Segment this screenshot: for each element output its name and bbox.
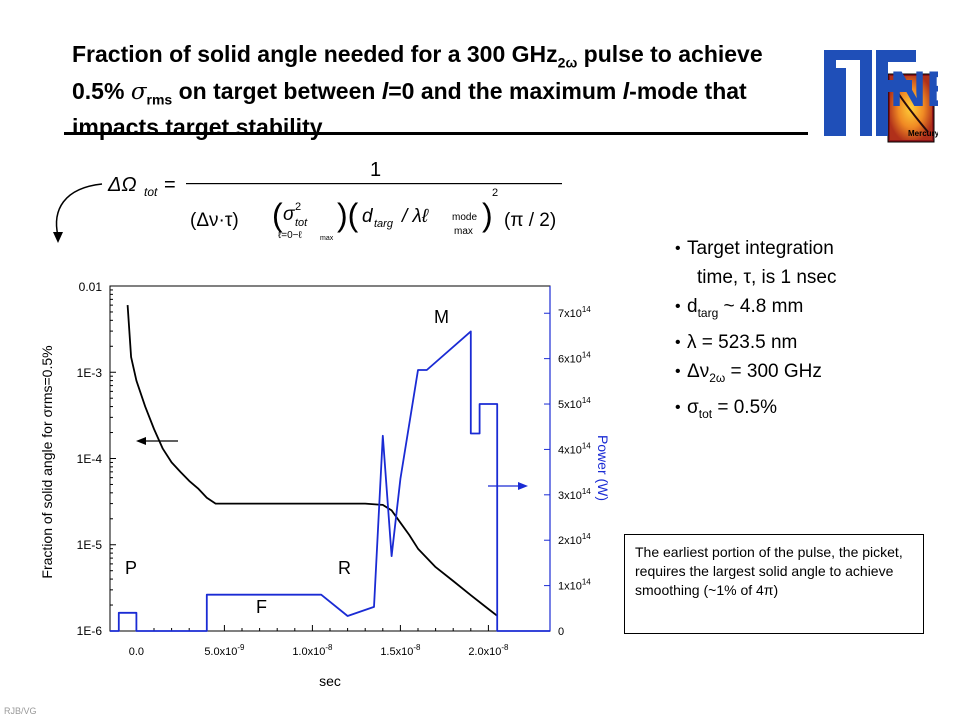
y-left-tick: 1E-3 bbox=[77, 366, 103, 380]
svg-text:): ) bbox=[482, 197, 493, 233]
formula-mode-bottom: max bbox=[454, 226, 473, 237]
x-tick-label: 0.0 bbox=[129, 646, 144, 658]
plot-frame bbox=[109, 285, 551, 632]
y-left-tick: 0.01 bbox=[79, 280, 103, 294]
x-tick-label: 5.0x10-9 bbox=[204, 643, 245, 658]
x-tick-label: 1.0x10-8 bbox=[292, 643, 333, 658]
formula-equals: = bbox=[164, 174, 176, 196]
y-left-tick: 1E-6 bbox=[77, 624, 103, 638]
x-tick-label: 2.0x10-8 bbox=[468, 643, 509, 658]
y-left-tick: 1E-4 bbox=[77, 452, 103, 466]
svg-text:)(: )( bbox=[337, 197, 359, 233]
y-left-label: Fraction of solid angle for σrms=0.5% bbox=[39, 345, 55, 578]
solid-angle-formula: ΔΩ tot = 1 (Δν·τ) ( σ 2 tot ℓ=0−ℓ max )(… bbox=[107, 159, 562, 240]
y-right-tick-label: 6x1014 bbox=[558, 351, 591, 366]
x-axis-label: sec bbox=[319, 673, 341, 689]
formula-numerator: 1 bbox=[370, 159, 381, 181]
formula-term-pi: (π / 2) bbox=[504, 210, 556, 231]
y-right-label: Power (W) bbox=[595, 435, 611, 501]
x-tick-label: 1.5x10-8 bbox=[380, 643, 421, 658]
pointer-arrow bbox=[53, 183, 103, 243]
solid-angle-curve bbox=[126, 305, 498, 617]
annotation-r: R bbox=[338, 558, 351, 578]
bullet-target-diameter: dtarg ~ 4.8 mm bbox=[675, 292, 935, 328]
formula-sigma: σ bbox=[283, 204, 296, 225]
formula-over-lambda: / λℓ bbox=[400, 206, 429, 227]
y-right-tick-label: 2x1014 bbox=[558, 532, 591, 547]
formula-d-sub: targ bbox=[374, 218, 394, 230]
y-right-tick-label: 7x1014 bbox=[558, 305, 591, 320]
bullet-sigma-tot: σtot = 0.5% bbox=[675, 393, 935, 429]
formula-lhs-sub: tot bbox=[144, 185, 158, 199]
left-axis-arrowhead bbox=[136, 437, 146, 445]
right-axis-arrowhead bbox=[518, 482, 528, 490]
bullet-wavelength: λ = 523.5 nm bbox=[675, 328, 935, 357]
lle-logo: NE Mercury bbox=[824, 50, 938, 143]
y-right-tick-label: 3x1014 bbox=[558, 487, 591, 502]
power-curve bbox=[110, 330, 550, 632]
y-right-tick-label: 1x1014 bbox=[558, 578, 591, 593]
annotation-f: F bbox=[256, 597, 267, 617]
formula-sigma-range: ℓ=0−ℓ bbox=[278, 230, 302, 240]
formula-sigma-range-sub: max bbox=[320, 235, 334, 240]
formula-d: d bbox=[362, 206, 374, 227]
annotation-m: M bbox=[434, 307, 449, 327]
y-right-tick-label: 0 bbox=[558, 626, 564, 638]
formula-bracket-sup: 2 bbox=[492, 187, 498, 199]
slide-title: Fraction of solid angle needed for a 300… bbox=[72, 41, 763, 141]
footer-initials: RJB/VG bbox=[4, 706, 37, 716]
y-left-ticks: 0.01 1E-3 1E-4 1E-5 1E-6 bbox=[77, 280, 103, 638]
y-left-tick: 1E-5 bbox=[77, 538, 103, 552]
formula-term-dnu-tau: (Δν·τ) bbox=[190, 210, 239, 231]
bullet-bandwidth: Δν2ω = 300 GHz bbox=[675, 357, 935, 393]
svg-text:(: ( bbox=[272, 197, 283, 233]
y-right-tick-label: 4x1014 bbox=[558, 441, 591, 456]
formula-fraction-bar bbox=[186, 183, 562, 185]
formula-mode-top: mode bbox=[452, 212, 477, 223]
logo-badge: Mercury bbox=[908, 129, 938, 138]
formula-lhs: ΔΩ bbox=[107, 174, 137, 196]
title-rule bbox=[64, 132, 808, 135]
picket-note: The earliest portion of the pulse, the p… bbox=[624, 534, 924, 634]
formula-sigma-sub: tot bbox=[295, 217, 308, 229]
formula-sigma-sup: 2 bbox=[295, 201, 301, 213]
y-right-tick-label: 5x1014 bbox=[558, 396, 591, 411]
annotation-p: P bbox=[125, 558, 137, 578]
